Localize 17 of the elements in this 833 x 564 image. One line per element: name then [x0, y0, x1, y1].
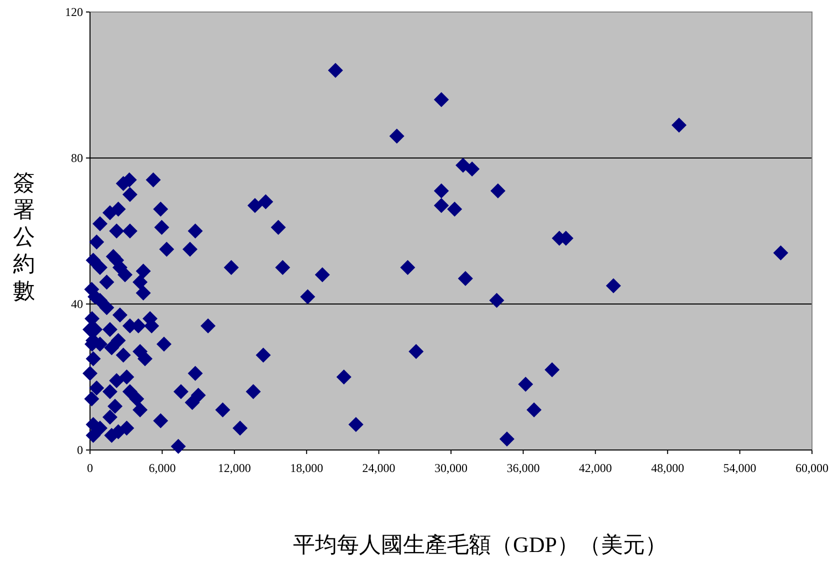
y-tick-label: 40: [71, 297, 83, 311]
x-tick-label: 60,000: [796, 461, 828, 475]
y-axis-title: 簽署公約數: [13, 170, 35, 303]
x-tick-label: 48,000: [651, 461, 684, 475]
x-tick-label: 54,000: [723, 461, 756, 475]
x-tick-label: 6,000: [148, 461, 176, 475]
x-tick-label: 12,000: [218, 461, 251, 475]
x-tick-label: 42,000: [578, 461, 612, 475]
x-tick-label: 30,000: [434, 461, 468, 475]
x-tick-label: 36,000: [506, 461, 540, 475]
y-tick-label: 0: [77, 443, 83, 457]
y-tick-label: 120: [65, 5, 83, 19]
x-tick-label: 18,000: [290, 461, 324, 475]
y-tick-label: 80: [71, 151, 83, 165]
x-axis-title: 平均每人國生產毛額（GDP）（美元）: [292, 532, 668, 557]
x-tick-label: 0: [87, 461, 93, 475]
x-tick-label: 24,000: [362, 461, 396, 475]
